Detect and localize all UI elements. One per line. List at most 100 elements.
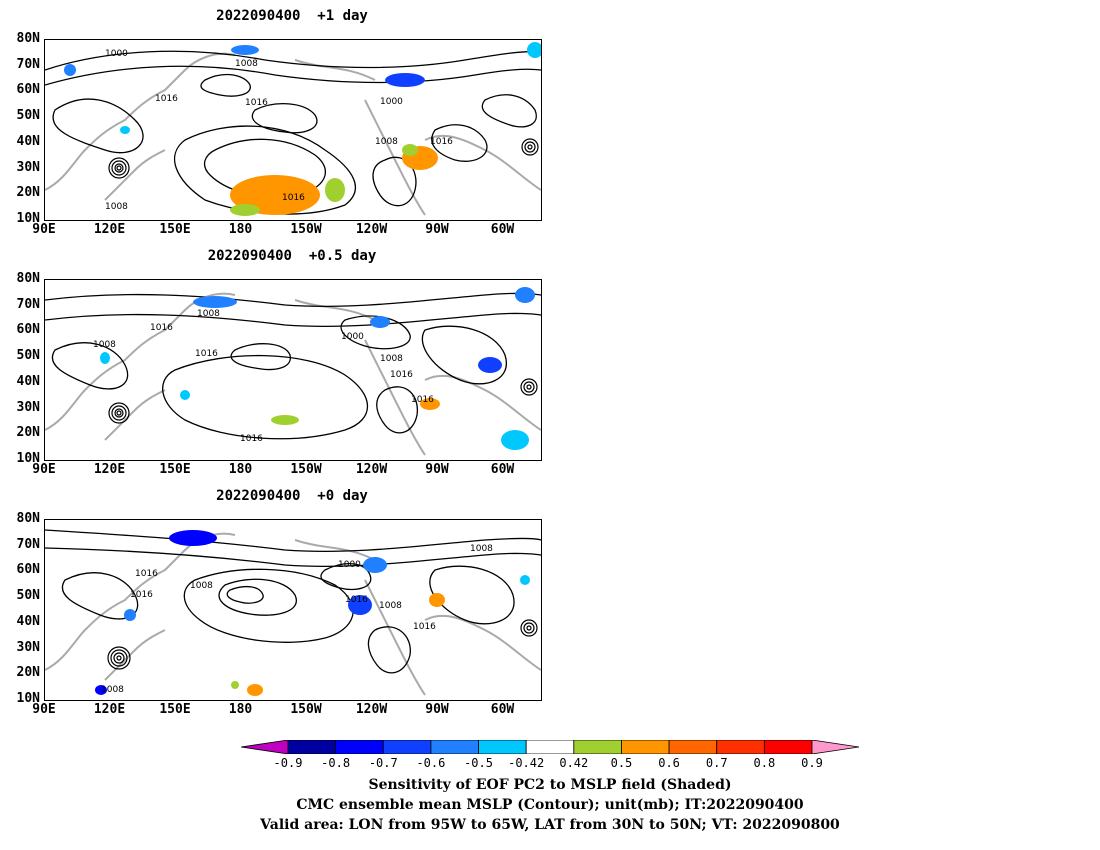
typhoon-rings: [108, 138, 539, 179]
sensitivity-shading: [95, 530, 530, 696]
lat-label: 60N: [16, 562, 40, 578]
svg-text:1008: 1008: [105, 202, 128, 212]
lat-label: 70N: [16, 536, 40, 552]
caption-line-1: Sensitivity of EOF PC2 to MSLP field (Sh…: [368, 777, 732, 793]
svg-text:1016: 1016: [240, 434, 263, 444]
sensitivity-shading: [64, 42, 541, 216]
lat-label: 80N: [16, 271, 40, 286]
lat-label: 20N: [16, 185, 40, 201]
lat-label: 20N: [16, 665, 40, 681]
lat-label: 40N: [16, 133, 40, 149]
lon-label: 90W: [425, 702, 449, 717]
map-svg-2: 1008 1016 1008 1016 1000 1008 1016 1016 …: [45, 287, 541, 456]
lon-label: 90W: [425, 222, 449, 237]
lat-label: 40N: [16, 373, 40, 389]
colorbar-tick-label: 0.42: [559, 756, 589, 770]
colorbar-tick-label: 0.8: [753, 756, 776, 770]
svg-text:1008: 1008: [470, 544, 493, 554]
lon-label: 60W: [490, 222, 515, 237]
lat-label: 20N: [16, 425, 40, 441]
lon-label: 120W: [355, 222, 388, 237]
lon-label: 180: [228, 702, 253, 717]
lon-label: 90W: [425, 462, 449, 477]
colorbar-tick-label: 0.5: [610, 756, 633, 770]
contour-labels: 1008 1016 1008 1016 1000 1008 1016 1016 …: [93, 309, 434, 444]
lon-label: 60W: [490, 702, 515, 717]
lon-label: 150E: [159, 462, 191, 477]
sensitivity-shading: [100, 287, 535, 450]
lat-label: 30N: [16, 399, 40, 415]
colorbar-tick-label: -0.5: [464, 756, 493, 770]
lon-label: 90E: [32, 462, 56, 477]
lat-label: 30N: [16, 639, 40, 655]
lat-label: 10N: [16, 211, 40, 226]
svg-text:1008: 1008: [101, 685, 124, 695]
colorbar-segment: [382, 740, 432, 754]
isobars: [45, 50, 541, 215]
svg-text:1000: 1000: [341, 332, 364, 342]
lat-label: 70N: [16, 56, 40, 72]
colorbar-tick-label: -0.42: [508, 756, 545, 770]
isobars: [45, 529, 541, 674]
typhoon-rings: [108, 378, 538, 424]
colorbar-segment: [478, 740, 527, 754]
lon-label: 180: [228, 462, 253, 477]
lon-label: 120W: [355, 462, 388, 477]
lat-label: 80N: [16, 511, 40, 526]
colorbar-tick-label: -0.6: [416, 756, 446, 770]
svg-text:1008: 1008: [190, 581, 213, 591]
svg-text:1016: 1016: [150, 323, 173, 333]
colorbar-segment: [573, 740, 622, 754]
map-svg-1: 1000 1008 1016 1016 1008 1000 1016 1008 …: [45, 42, 541, 216]
lon-label: 90E: [32, 702, 56, 717]
coastline: [45, 52, 541, 216]
svg-text:1016: 1016: [390, 370, 413, 380]
colorbar: [241, 740, 859, 754]
svg-text:1008: 1008: [93, 340, 116, 350]
svg-text:1016: 1016: [411, 395, 434, 405]
lat-label: 60N: [16, 322, 40, 338]
contour-labels: 1000 1008 1016 1016 1008 1000 1016 1008 …: [105, 49, 453, 212]
colorbar-segment: [430, 740, 479, 754]
lat-label: 50N: [16, 108, 40, 124]
colorbar-tick-label: 0.9: [801, 756, 823, 770]
colorbar-tick-label: 0.7: [705, 756, 728, 770]
svg-text:1016: 1016: [245, 98, 268, 108]
isobars: [45, 292, 541, 440]
colorbar-segment: [811, 740, 859, 754]
lon-label: 180: [228, 222, 253, 237]
typhoon-rings: [107, 619, 538, 670]
svg-text:1016: 1016: [282, 193, 305, 203]
coastline: [45, 532, 541, 696]
panel-title-3: 2022090400 +0 day: [216, 488, 368, 504]
caption-line-2: CMC ensemble mean MSLP (Contour); unit(m…: [296, 797, 804, 813]
svg-text:1008: 1008: [235, 59, 258, 69]
colorbar-segment: [716, 740, 765, 754]
contour-labels: 1016 1016 1008 1000 1016 1008 1008 1016 …: [101, 544, 493, 695]
lon-label: 150W: [290, 222, 322, 237]
svg-text:1008: 1008: [375, 137, 398, 147]
svg-text:1016: 1016: [430, 137, 453, 147]
svg-text:1016: 1016: [345, 595, 368, 605]
lon-label: 120E: [93, 462, 126, 477]
svg-text:1000: 1000: [380, 97, 403, 107]
colorbar-tick-label: -0.9: [273, 756, 303, 770]
caption-line-3: Valid area: LON from 95W to 65W, LAT fro…: [260, 817, 840, 833]
colorbar-segment: [621, 740, 670, 754]
lon-label: 150W: [290, 462, 322, 477]
colorbar-segment: [287, 740, 337, 754]
svg-text:1016: 1016: [413, 622, 436, 632]
coastline: [45, 292, 541, 456]
lat-label: 40N: [16, 613, 40, 629]
lat-label: 30N: [16, 159, 40, 175]
lat-label: 70N: [16, 296, 40, 312]
panel-title-1: 2022090400 +1 day: [216, 8, 368, 24]
lon-label: 150W: [290, 702, 322, 717]
colorbar-segment: [241, 740, 289, 754]
map-panel-3: 1016 1016 1008 1000 1016 1008 1008 1016 …: [44, 519, 542, 701]
svg-text:1008: 1008: [379, 601, 402, 611]
svg-text:1016: 1016: [135, 569, 158, 579]
colorbar-segment: [763, 740, 813, 754]
lat-label: 50N: [16, 588, 40, 604]
colorbar-segment: [525, 740, 575, 754]
